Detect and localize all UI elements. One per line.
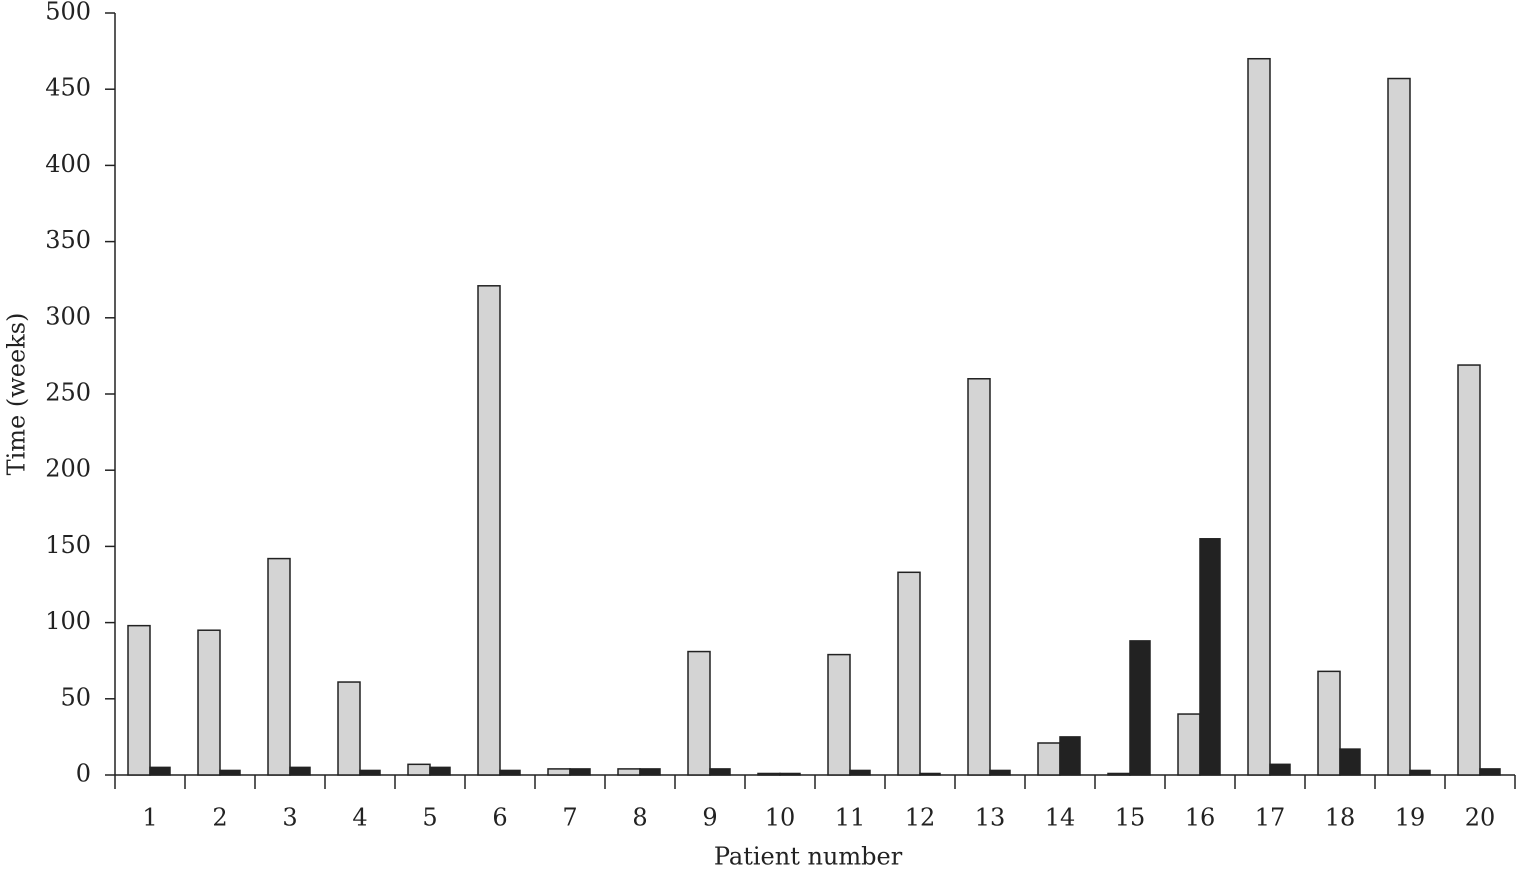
bar: [1479, 768, 1501, 776]
x-axis-label: Patient number: [714, 843, 903, 870]
bar: [1129, 640, 1151, 776]
bar: [407, 763, 431, 776]
x-tick-label: 17: [1255, 804, 1286, 832]
bar: [779, 772, 801, 776]
bar: [219, 769, 241, 776]
y-tick-label: 300: [45, 302, 91, 330]
x-tick-label: 2: [212, 804, 227, 832]
bar: [1339, 748, 1361, 776]
bar: [1199, 538, 1221, 776]
y-axis-label: Time (weeks): [3, 313, 31, 476]
bar: [1409, 769, 1431, 776]
y-tick-label: 0: [76, 760, 91, 788]
bar: [617, 768, 641, 776]
x-tick-label: 15: [1115, 804, 1146, 832]
bar: [849, 769, 871, 776]
bar: [1247, 57, 1271, 776]
bar: [1317, 670, 1341, 776]
bar: [429, 766, 451, 776]
x-tick-label: 8: [632, 804, 647, 832]
y-tick-label: 250: [45, 379, 91, 407]
y-tick-label: 450: [45, 74, 91, 102]
x-tick-label: 9: [702, 804, 717, 832]
bar: [1387, 77, 1411, 776]
bar: [267, 557, 291, 776]
x-tick-label: 19: [1395, 804, 1426, 832]
bar: [149, 766, 171, 776]
x-tick-label: 7: [562, 804, 577, 832]
bar: [827, 653, 851, 776]
x-tick-label: 1: [142, 804, 157, 832]
bar: [197, 629, 221, 776]
x-tick-label: 11: [835, 804, 866, 832]
x-tick-label: 10: [765, 804, 796, 832]
bar: [919, 772, 941, 776]
y-tick-label: 400: [45, 150, 91, 178]
bar: [569, 768, 591, 776]
x-tick-label: 4: [352, 804, 367, 832]
x-tick-label: 5: [422, 804, 437, 832]
bar: [1269, 763, 1291, 776]
y-tick-label: 200: [45, 455, 91, 483]
bar: [359, 769, 381, 776]
x-tick-label: 16: [1185, 804, 1216, 832]
x-tick-label: 14: [1045, 804, 1076, 832]
bar: [547, 768, 571, 776]
bar: [499, 769, 521, 776]
bar: [687, 650, 711, 776]
x-tick-label: 13: [975, 804, 1006, 832]
y-tick-label: 500: [45, 0, 91, 26]
bar: [289, 766, 311, 776]
y-tick-label: 50: [60, 683, 91, 711]
y-tick-label: 100: [45, 607, 91, 635]
bar: [1059, 736, 1081, 776]
bar: [477, 285, 501, 776]
y-tick-label: 150: [45, 531, 91, 559]
x-tick-label: 20: [1465, 804, 1496, 832]
bar: [127, 624, 151, 776]
bar: [1107, 772, 1131, 776]
bar: [967, 378, 991, 776]
y-tick-label: 350: [45, 226, 91, 254]
bar: [639, 768, 661, 776]
x-tick-label: 3: [282, 804, 297, 832]
bar: [337, 681, 361, 776]
bar: [757, 772, 781, 776]
x-tick-label: 18: [1325, 804, 1356, 832]
bar: [1037, 742, 1061, 776]
x-tick-label: 12: [905, 804, 936, 832]
bar: [709, 768, 731, 776]
x-tick-label: 6: [492, 804, 507, 832]
bar: [1177, 713, 1201, 776]
bar: [1457, 364, 1481, 776]
bar: [989, 769, 1011, 776]
bar: [897, 571, 921, 776]
